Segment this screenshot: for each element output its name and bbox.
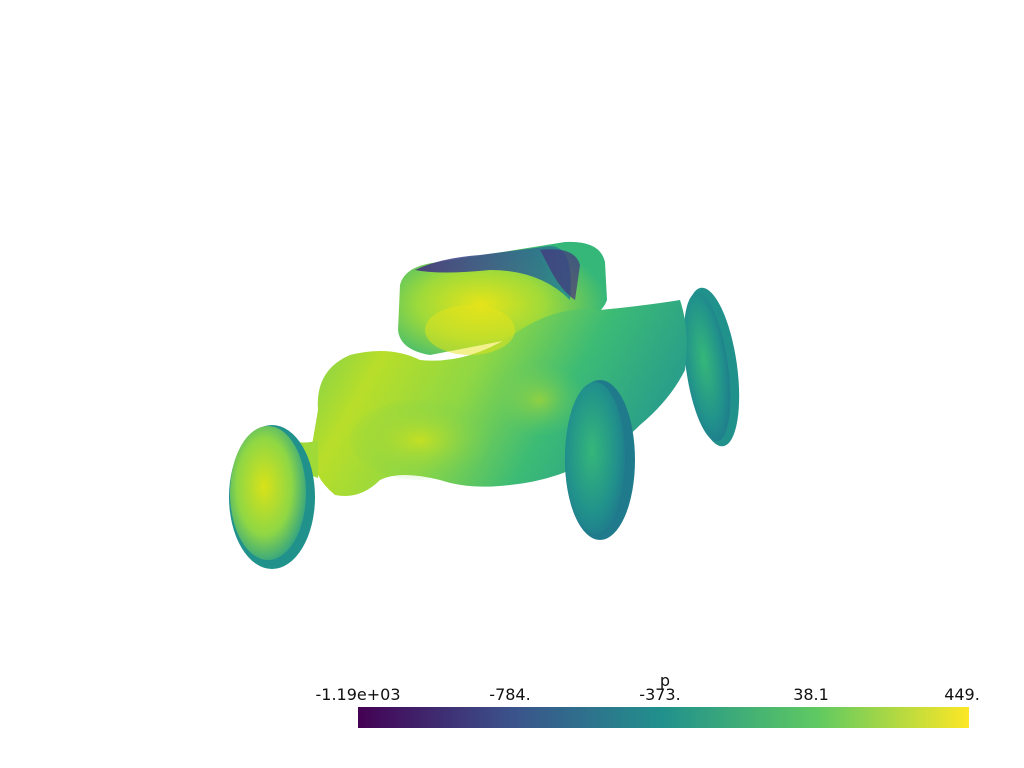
front-left-wheel — [229, 425, 318, 569]
front-right-wheel — [565, 380, 635, 540]
rear-right-wheel — [683, 287, 740, 447]
